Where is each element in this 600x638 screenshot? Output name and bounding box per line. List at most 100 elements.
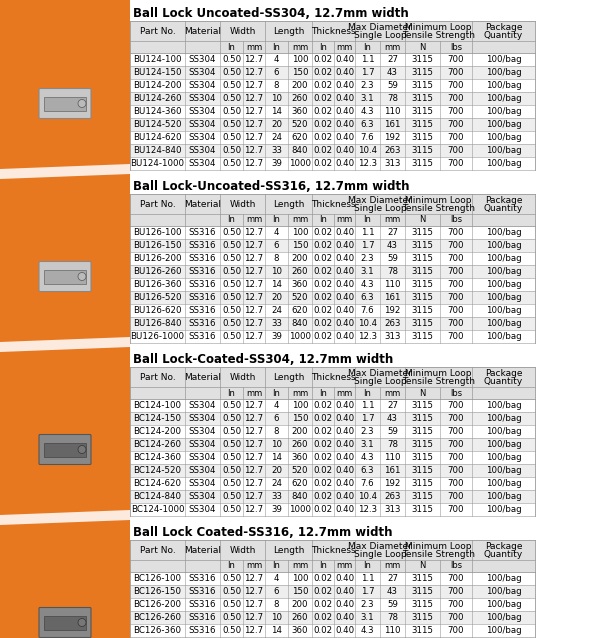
Text: 20: 20: [271, 466, 282, 475]
Text: 161: 161: [384, 466, 401, 475]
Text: 12.7: 12.7: [244, 466, 263, 475]
Text: 6: 6: [274, 587, 279, 596]
Text: mm: mm: [292, 389, 308, 397]
Text: Thickness: Thickness: [311, 27, 356, 36]
Bar: [130, 540, 535, 572]
Text: 100/bag: 100/bag: [485, 587, 521, 596]
Bar: [130, 105, 535, 118]
Text: 1.1: 1.1: [361, 55, 374, 64]
Text: 12.7: 12.7: [244, 453, 263, 462]
Text: 78: 78: [387, 613, 398, 622]
Text: 263: 263: [384, 492, 401, 501]
Text: 0.50: 0.50: [222, 293, 241, 302]
Text: BC124-260: BC124-260: [133, 440, 182, 449]
Text: BU126-360: BU126-360: [133, 280, 182, 289]
Text: Minimum Loop: Minimum Loop: [405, 23, 472, 32]
Text: 0.02: 0.02: [313, 401, 332, 410]
Text: 0.02: 0.02: [313, 81, 332, 90]
Text: 0.02: 0.02: [313, 159, 332, 168]
Text: 260: 260: [292, 94, 308, 103]
Text: 100/bag: 100/bag: [485, 574, 521, 583]
Text: 12.3: 12.3: [358, 505, 377, 514]
Text: Max Diameter: Max Diameter: [348, 369, 412, 378]
Text: 700: 700: [448, 319, 464, 328]
Text: mm: mm: [385, 389, 401, 397]
Text: 0.50: 0.50: [222, 254, 241, 263]
Text: Package: Package: [485, 542, 522, 551]
Text: 10: 10: [271, 267, 282, 276]
Text: 360: 360: [292, 453, 308, 462]
Bar: [130, 490, 535, 503]
Text: SS304: SS304: [189, 466, 216, 475]
Text: 0.02: 0.02: [313, 414, 332, 423]
Text: 0.02: 0.02: [313, 600, 332, 609]
Text: In: In: [364, 43, 371, 52]
Bar: [130, 598, 535, 611]
Text: 12.7: 12.7: [244, 133, 263, 142]
Text: 0.50: 0.50: [222, 94, 241, 103]
Circle shape: [78, 272, 86, 281]
Text: 700: 700: [448, 241, 464, 250]
Text: 10.4: 10.4: [358, 319, 377, 328]
Text: 0.02: 0.02: [313, 332, 332, 341]
Text: 4.3: 4.3: [361, 453, 374, 462]
Text: mm: mm: [337, 561, 353, 570]
Bar: [130, 464, 535, 477]
Text: BU124-520: BU124-520: [133, 120, 182, 129]
Text: Material: Material: [184, 200, 221, 209]
Text: Minimum Loop: Minimum Loop: [405, 542, 472, 551]
Text: SS316: SS316: [189, 332, 216, 341]
Bar: [130, 477, 535, 490]
Text: 0.40: 0.40: [335, 133, 354, 142]
Text: 0.02: 0.02: [313, 306, 332, 315]
Text: Minimum Loop: Minimum Loop: [405, 196, 472, 205]
Text: 0.50: 0.50: [222, 332, 241, 341]
Text: 6.3: 6.3: [361, 466, 374, 475]
Text: Part No.: Part No.: [140, 200, 175, 209]
Text: 20: 20: [271, 120, 282, 129]
Text: 12.3: 12.3: [358, 332, 377, 341]
Text: 0.40: 0.40: [335, 401, 354, 410]
Text: Ball Lock-Coated-SS304, 12.7mm width: Ball Lock-Coated-SS304, 12.7mm width: [133, 353, 393, 366]
Text: 0.50: 0.50: [222, 440, 241, 449]
Polygon shape: [0, 337, 130, 352]
Text: 43: 43: [387, 241, 398, 250]
Text: 700: 700: [448, 81, 464, 90]
Text: 0.50: 0.50: [222, 146, 241, 155]
Text: 700: 700: [448, 427, 464, 436]
Text: 3115: 3115: [412, 479, 433, 488]
Text: 263: 263: [384, 146, 401, 155]
Text: 1000: 1000: [289, 332, 311, 341]
Text: SS316: SS316: [189, 293, 216, 302]
Text: 78: 78: [387, 267, 398, 276]
Text: 0.40: 0.40: [335, 414, 354, 423]
Text: 100: 100: [292, 228, 308, 237]
Text: 4: 4: [274, 228, 279, 237]
Text: BU126-1000: BU126-1000: [131, 332, 185, 341]
Text: 0.40: 0.40: [335, 466, 354, 475]
Text: mm: mm: [337, 389, 353, 397]
Text: SS316: SS316: [189, 306, 216, 315]
Text: Package: Package: [485, 196, 522, 205]
Text: In: In: [227, 389, 235, 397]
Text: 3115: 3115: [412, 293, 433, 302]
Text: 3115: 3115: [412, 306, 433, 315]
Text: Max Diameter: Max Diameter: [348, 196, 412, 205]
Text: 0.50: 0.50: [222, 228, 241, 237]
Text: 27: 27: [387, 574, 398, 583]
Text: 0.02: 0.02: [313, 68, 332, 77]
Text: 0.50: 0.50: [222, 267, 241, 276]
Text: 3115: 3115: [412, 505, 433, 514]
Text: 100: 100: [292, 55, 308, 64]
Text: 24: 24: [271, 479, 282, 488]
Text: 59: 59: [387, 427, 398, 436]
Text: 0.50: 0.50: [222, 587, 241, 596]
FancyBboxPatch shape: [39, 434, 91, 464]
Text: 100/bag: 100/bag: [485, 159, 521, 168]
Text: SS304: SS304: [189, 107, 216, 116]
Bar: [44, 443, 86, 457]
Text: 2.3: 2.3: [361, 81, 374, 90]
Text: 0.40: 0.40: [335, 479, 354, 488]
Text: 10.4: 10.4: [358, 492, 377, 501]
Text: 0.02: 0.02: [313, 280, 332, 289]
